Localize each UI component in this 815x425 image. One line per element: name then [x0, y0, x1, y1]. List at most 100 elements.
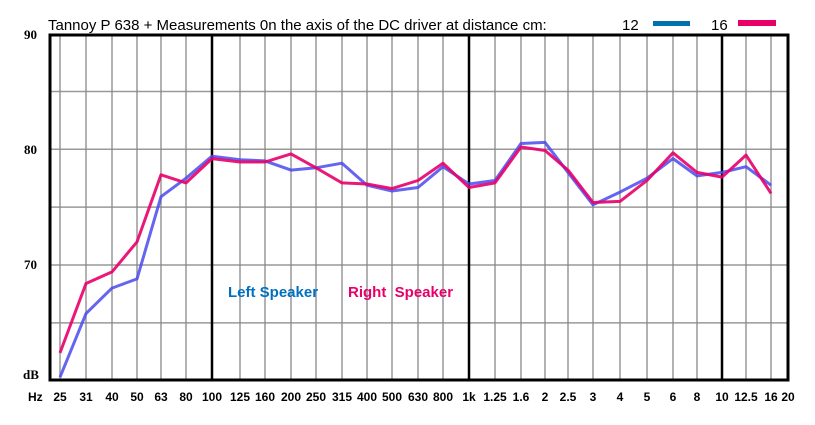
legend-swatch-12 [653, 21, 690, 26]
grid [50, 35, 788, 380]
x-tick-5: 5 [644, 390, 651, 404]
x-tick-1k: 1k [462, 390, 476, 404]
x-tick-20: 20 [781, 390, 795, 404]
y-tick-80: 80 [24, 142, 37, 157]
annotation-right-speaker: Right Speaker [348, 284, 453, 301]
data-point-12-800 [442, 166, 444, 168]
x-tick-4: 4 [617, 390, 624, 404]
data-point-16-25 [59, 352, 61, 354]
data-point-16-250 [315, 167, 317, 169]
x-tick-80: 80 [179, 390, 193, 404]
data-point-12-3 [592, 204, 594, 206]
series-line-16 [58, 145, 773, 354]
data-point-12-200 [290, 169, 292, 171]
x-tick-50: 50 [130, 390, 144, 404]
x-tick-12.5: 12.5 [734, 390, 758, 404]
data-point-16-125 [239, 161, 241, 163]
annotation-left-speaker: Left Speaker [228, 284, 318, 301]
x-tick-2: 2 [542, 390, 549, 404]
y-axis-label: dB [23, 367, 39, 382]
data-point-16-1k [468, 186, 470, 188]
series-lines [58, 140, 773, 378]
x-tick-63: 63 [154, 390, 168, 404]
data-point-12-63 [160, 196, 162, 198]
data-point-12-125 [239, 159, 241, 161]
x-tick-25: 25 [53, 390, 67, 404]
x-tick-400: 400 [357, 390, 377, 404]
x-tick-16: 16 [764, 390, 778, 404]
x-tick-125: 125 [230, 390, 250, 404]
data-point-16-8 [696, 171, 698, 173]
x-tick-630: 630 [408, 390, 428, 404]
data-point-12-315 [341, 162, 343, 164]
data-point-12-6 [672, 158, 674, 160]
x-tick-1.25: 1.25 [483, 390, 507, 404]
data-point-12-10 [721, 171, 723, 173]
x-tick-6: 6 [670, 390, 677, 404]
data-point-12-12.5 [745, 166, 747, 168]
x-tick-100: 100 [202, 390, 222, 404]
data-point-16-2 [544, 149, 546, 151]
data-point-12-8 [696, 175, 698, 177]
x-tick-1.6: 1.6 [513, 390, 530, 404]
y-tick-70: 70 [24, 257, 37, 272]
data-point-12-50 [136, 278, 138, 280]
legend-label-16: 16 [711, 17, 728, 34]
data-point-16-200 [290, 153, 292, 155]
data-point-16-500 [391, 188, 393, 190]
data-point-12-80 [185, 177, 187, 179]
legend-swatch-16 [738, 20, 776, 26]
y-tick-90: 90 [24, 27, 37, 42]
data-point-12-25 [59, 376, 61, 378]
data-point-12-31 [85, 313, 87, 315]
data-point-16-31 [85, 283, 87, 285]
x-tick-160: 160 [255, 390, 275, 404]
x-tick-labels: 25 31 40 50 63 80 100 125 160 200 250 315 400 500 630 8… [53, 390, 795, 404]
data-point-12-1.6 [520, 143, 522, 145]
data-point-12-4 [619, 191, 621, 193]
data-point-16-80 [185, 182, 187, 184]
data-point-16-12.5 [745, 154, 747, 156]
data-point-16-1.6 [520, 146, 522, 148]
x-tick-500: 500 [382, 390, 402, 404]
x-tick-315: 315 [332, 390, 352, 404]
x-tick-800: 800 [433, 390, 453, 404]
data-point-16-4 [619, 200, 621, 202]
data-point-16-1.25 [494, 182, 496, 184]
data-point-12-40 [111, 287, 113, 289]
plot-frame [48, 33, 790, 382]
x-tick-2.5: 2.5 [560, 390, 577, 404]
data-point-12-16 [770, 184, 772, 186]
x-tick-40: 40 [105, 390, 119, 404]
data-point-16-315 [341, 182, 343, 184]
chart-title: Tannoy P 638 + Measurements 0n the axis … [48, 17, 547, 34]
x-tick-10: 10 [715, 390, 729, 404]
data-point-16-5 [646, 180, 648, 182]
data-point-16-10 [721, 176, 723, 178]
data-point-16-16 [770, 192, 772, 194]
data-point-12-630 [417, 186, 419, 188]
x-tick-8: 8 [694, 390, 701, 404]
data-point-16-63 [160, 174, 162, 176]
x-tick-250: 250 [306, 390, 326, 404]
data-point-16-160 [264, 161, 266, 163]
data-point-16-100 [211, 158, 213, 160]
data-point-16-2.5 [567, 169, 569, 171]
data-point-16-3 [592, 202, 594, 204]
x-axis-label: Hz [28, 390, 43, 404]
data-point-16-6 [672, 152, 674, 154]
data-point-12-1k [468, 183, 470, 185]
legend-label-12: 12 [622, 17, 639, 34]
data-point-12-2 [544, 141, 546, 143]
data-point-12-500 [391, 190, 393, 192]
data-point-16-630 [417, 180, 419, 182]
x-tick-3: 3 [590, 390, 597, 404]
x-tick-200: 200 [281, 390, 301, 404]
data-point-16-400 [366, 183, 368, 185]
data-point-16-40 [111, 271, 113, 273]
data-point-16-50 [136, 241, 138, 243]
data-point-12-100 [211, 155, 213, 157]
x-tick-31: 31 [79, 390, 93, 404]
